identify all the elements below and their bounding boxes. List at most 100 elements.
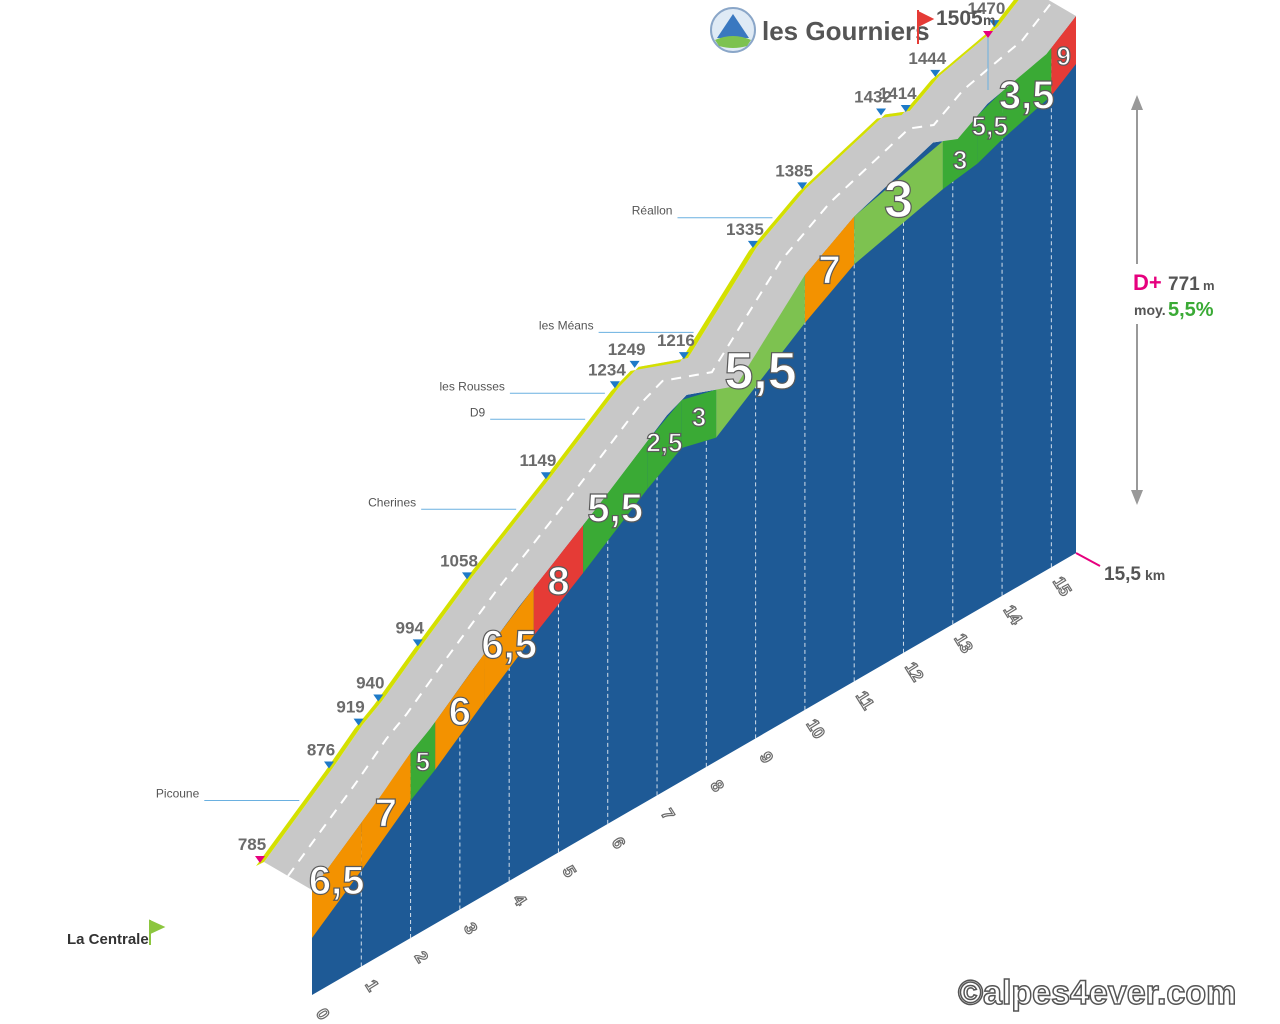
grade-label: 5,5 (972, 111, 1008, 141)
place-label: les Méans (539, 318, 594, 332)
profile-side-walls (312, 16, 1076, 995)
grade-segment (942, 115, 978, 190)
km-tick-label: 15 (1049, 573, 1075, 599)
km-tick-label: 1 (361, 977, 382, 995)
grade-label: 3,5 (999, 74, 1055, 118)
grade-segment (977, 91, 1003, 164)
grade-segment (681, 389, 717, 448)
elevation-value: 1234 (588, 360, 626, 379)
elevation-value: 1249 (608, 340, 646, 359)
elevation-value: 940 (356, 674, 384, 693)
grade-segment (804, 216, 855, 323)
arrow-down-icon (1131, 490, 1143, 505)
place-label: Cherines (368, 495, 416, 509)
grade-segment (533, 524, 584, 636)
grade-label: 6,5 (309, 859, 365, 903)
arrow-up-icon (1131, 95, 1143, 110)
summit-marker-triangle (983, 31, 993, 38)
grade-label: 3 (692, 402, 706, 432)
grade-label: 7 (818, 249, 840, 293)
distance-value: 15,5 (1104, 564, 1141, 585)
grade-segment (435, 653, 485, 770)
elevation-marker-triangle (540, 472, 551, 480)
km-tick-label: 7 (657, 805, 678, 823)
km-tick-label: 5 (559, 862, 580, 880)
profile-road-surface (256, 0, 1076, 890)
elevation-marker-triangle (373, 694, 384, 702)
road-surface (264, 0, 1076, 890)
mountain-meadow-shape (715, 36, 751, 48)
grade-label: 3 (953, 145, 967, 175)
elevation-marker-triangle (462, 572, 473, 580)
km-tick-label: 12 (901, 659, 927, 685)
summit-flag-icon (917, 10, 935, 44)
elevation-marker-triangle (629, 360, 640, 368)
climb-summary: D+ 771 m moy. 5,5% (1110, 95, 1220, 505)
grade-segment (1002, 47, 1052, 140)
grade-segment (647, 399, 682, 490)
elevation-marker-triangle (412, 639, 423, 647)
distance-unit: km (1145, 567, 1165, 583)
km-tick-label: 4 (509, 891, 530, 910)
place-label: les Rousses (440, 379, 505, 393)
elevation-marker-triangle (255, 856, 265, 863)
elevation-value: 1335 (726, 220, 764, 239)
grade-label: 8 (547, 559, 569, 603)
grade-label: 5,5 (724, 343, 796, 401)
grade-segment (361, 752, 411, 871)
grade-segment (716, 274, 805, 438)
km-tick-label: 0 (312, 1005, 333, 1023)
km-tick-label: 11 (852, 688, 878, 713)
start-name: La Centrale (67, 931, 149, 948)
elevation-marker-triangle (900, 105, 911, 113)
average-grade: 5,5% (1168, 299, 1214, 321)
elevation-value: 785 (238, 835, 266, 854)
summary-backdrop (1110, 264, 1220, 324)
elevation-marker-triangle (797, 182, 808, 190)
average-label: moy. (1134, 302, 1166, 318)
grade-label: 5,5 (587, 486, 643, 530)
elevation-value: 1414 (879, 84, 917, 103)
elevation-value: 1385 (775, 161, 813, 180)
grade-segment (312, 822, 362, 938)
km-tick-label: 13 (950, 630, 976, 656)
km-tick-label: 10 (802, 716, 828, 742)
elevation-value: 1444 (908, 49, 946, 68)
km-tick-label: 2 (411, 948, 432, 966)
grade-label: 3 (884, 171, 913, 229)
blue-side-wall (312, 16, 1076, 995)
grade-label: 5 (416, 747, 430, 777)
km-tick-label: 8 (706, 777, 727, 795)
elevation-value: 876 (307, 740, 335, 759)
elevation-marker-triangle (678, 352, 689, 360)
gain-label: D+ (1133, 270, 1162, 295)
grade-segment (484, 587, 534, 702)
elevation-marker-triangle (989, 20, 1000, 28)
elevation-value: 1058 (440, 551, 478, 570)
grade-segment (410, 721, 436, 801)
total-distance: 15,5 km (1075, 552, 1165, 585)
grade-segment (1051, 16, 1076, 96)
place-label: D9 (470, 405, 486, 419)
credit-watermark: ©alpes4ever.com (958, 974, 1236, 1012)
grade-label: 9 (1056, 41, 1070, 71)
grade-label: 2,5 (646, 428, 682, 458)
km-tick-label: 14 (1000, 602, 1026, 629)
place-labels: Picoune Cherines D9 les Rousses les Méans Réa… (156, 204, 773, 801)
elevation-marker-triangle (747, 240, 758, 248)
grade-segment (583, 441, 648, 573)
distance-leader-line (1075, 552, 1101, 567)
place-label: Picoune (156, 786, 200, 800)
grade-segment (854, 141, 943, 265)
grade-label: 6,5 (481, 623, 537, 667)
gain-value: 771 (1168, 274, 1200, 295)
grade-label: 7 (375, 791, 397, 835)
elevation-value: 919 (336, 698, 364, 717)
mountain-peak-shape (717, 14, 749, 38)
km-tick-label: 6 (608, 834, 629, 852)
summit-elevation-unit: m (983, 12, 995, 28)
km-tick-label: 9 (756, 748, 777, 766)
